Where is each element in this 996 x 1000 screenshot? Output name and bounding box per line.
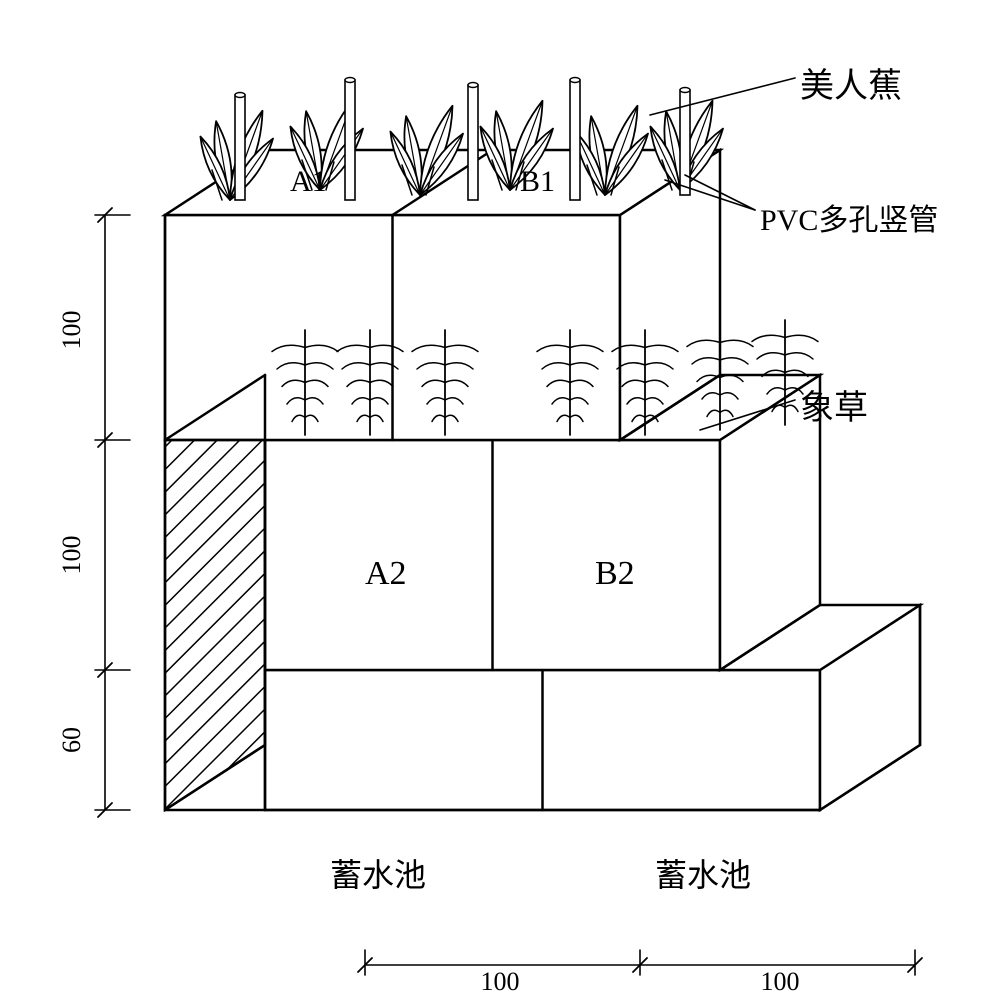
label-elephant-grass: 象草 [800, 380, 868, 429]
label-b1: B1 [520, 165, 555, 199]
tier1-top [165, 150, 720, 440]
label-b2: B2 [595, 555, 635, 593]
label-pool-left: 蓄水池 [330, 850, 426, 896]
label-a1: A1 [290, 165, 327, 199]
label-pvc: PVC多孔竖管 [760, 195, 938, 239]
svg-text:100: 100 [761, 967, 800, 996]
label-canna: 美人蕉 [800, 58, 902, 107]
dim-bottom: 100 100 [358, 950, 922, 996]
dim-left: 100 100 60 [57, 208, 130, 817]
svg-text:100: 100 [57, 311, 86, 350]
svg-text:100: 100 [481, 967, 520, 996]
label-pool-right: 蓄水池 [655, 850, 751, 896]
svg-text:60: 60 [57, 727, 86, 753]
svg-text:100: 100 [57, 536, 86, 575]
label-a2: A2 [365, 555, 407, 593]
